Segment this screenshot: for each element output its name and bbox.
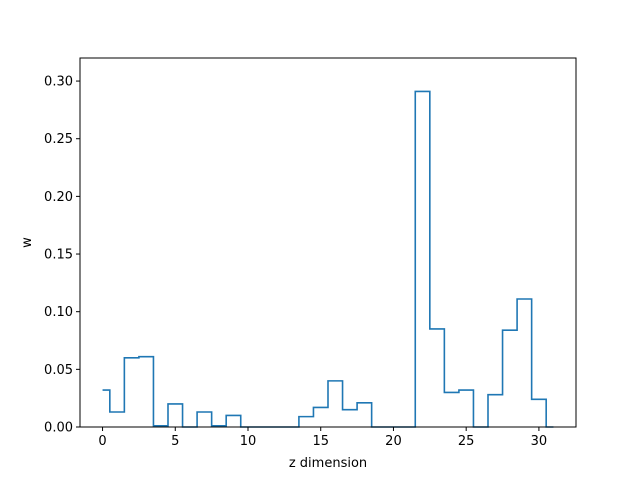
y-tick-label: 0.15 bbox=[44, 248, 73, 263]
x-tick-label: 15 bbox=[312, 434, 329, 449]
x-axis-label: z dimension bbox=[289, 456, 367, 471]
x-tick-label: 0 bbox=[98, 434, 106, 449]
series-step-line bbox=[102, 90, 554, 428]
y-tick-label: 0.05 bbox=[44, 363, 73, 378]
x-tick-label: 30 bbox=[531, 434, 548, 449]
x-tick-label: 10 bbox=[240, 434, 257, 449]
y-tick-label: 0.25 bbox=[44, 132, 73, 147]
y-axis: 0.00 0.05 0.10 0.15 0.20 0.25 0.30 bbox=[44, 75, 80, 436]
x-tick-label: 5 bbox=[171, 434, 179, 449]
y-tick-label: 0.20 bbox=[44, 190, 73, 205]
y-tick-label: 0.30 bbox=[44, 75, 73, 90]
x-axis: 0 5 10 15 20 25 30 bbox=[98, 427, 547, 449]
plot-area bbox=[102, 90, 554, 428]
x-tick-label: 25 bbox=[458, 434, 475, 449]
y-tick-label: 0.10 bbox=[44, 305, 73, 320]
y-tick-label: 0.00 bbox=[44, 421, 73, 436]
axes-frame bbox=[79, 57, 577, 428]
x-tick-label: 20 bbox=[385, 434, 402, 449]
y-axis-label: w bbox=[20, 237, 35, 248]
